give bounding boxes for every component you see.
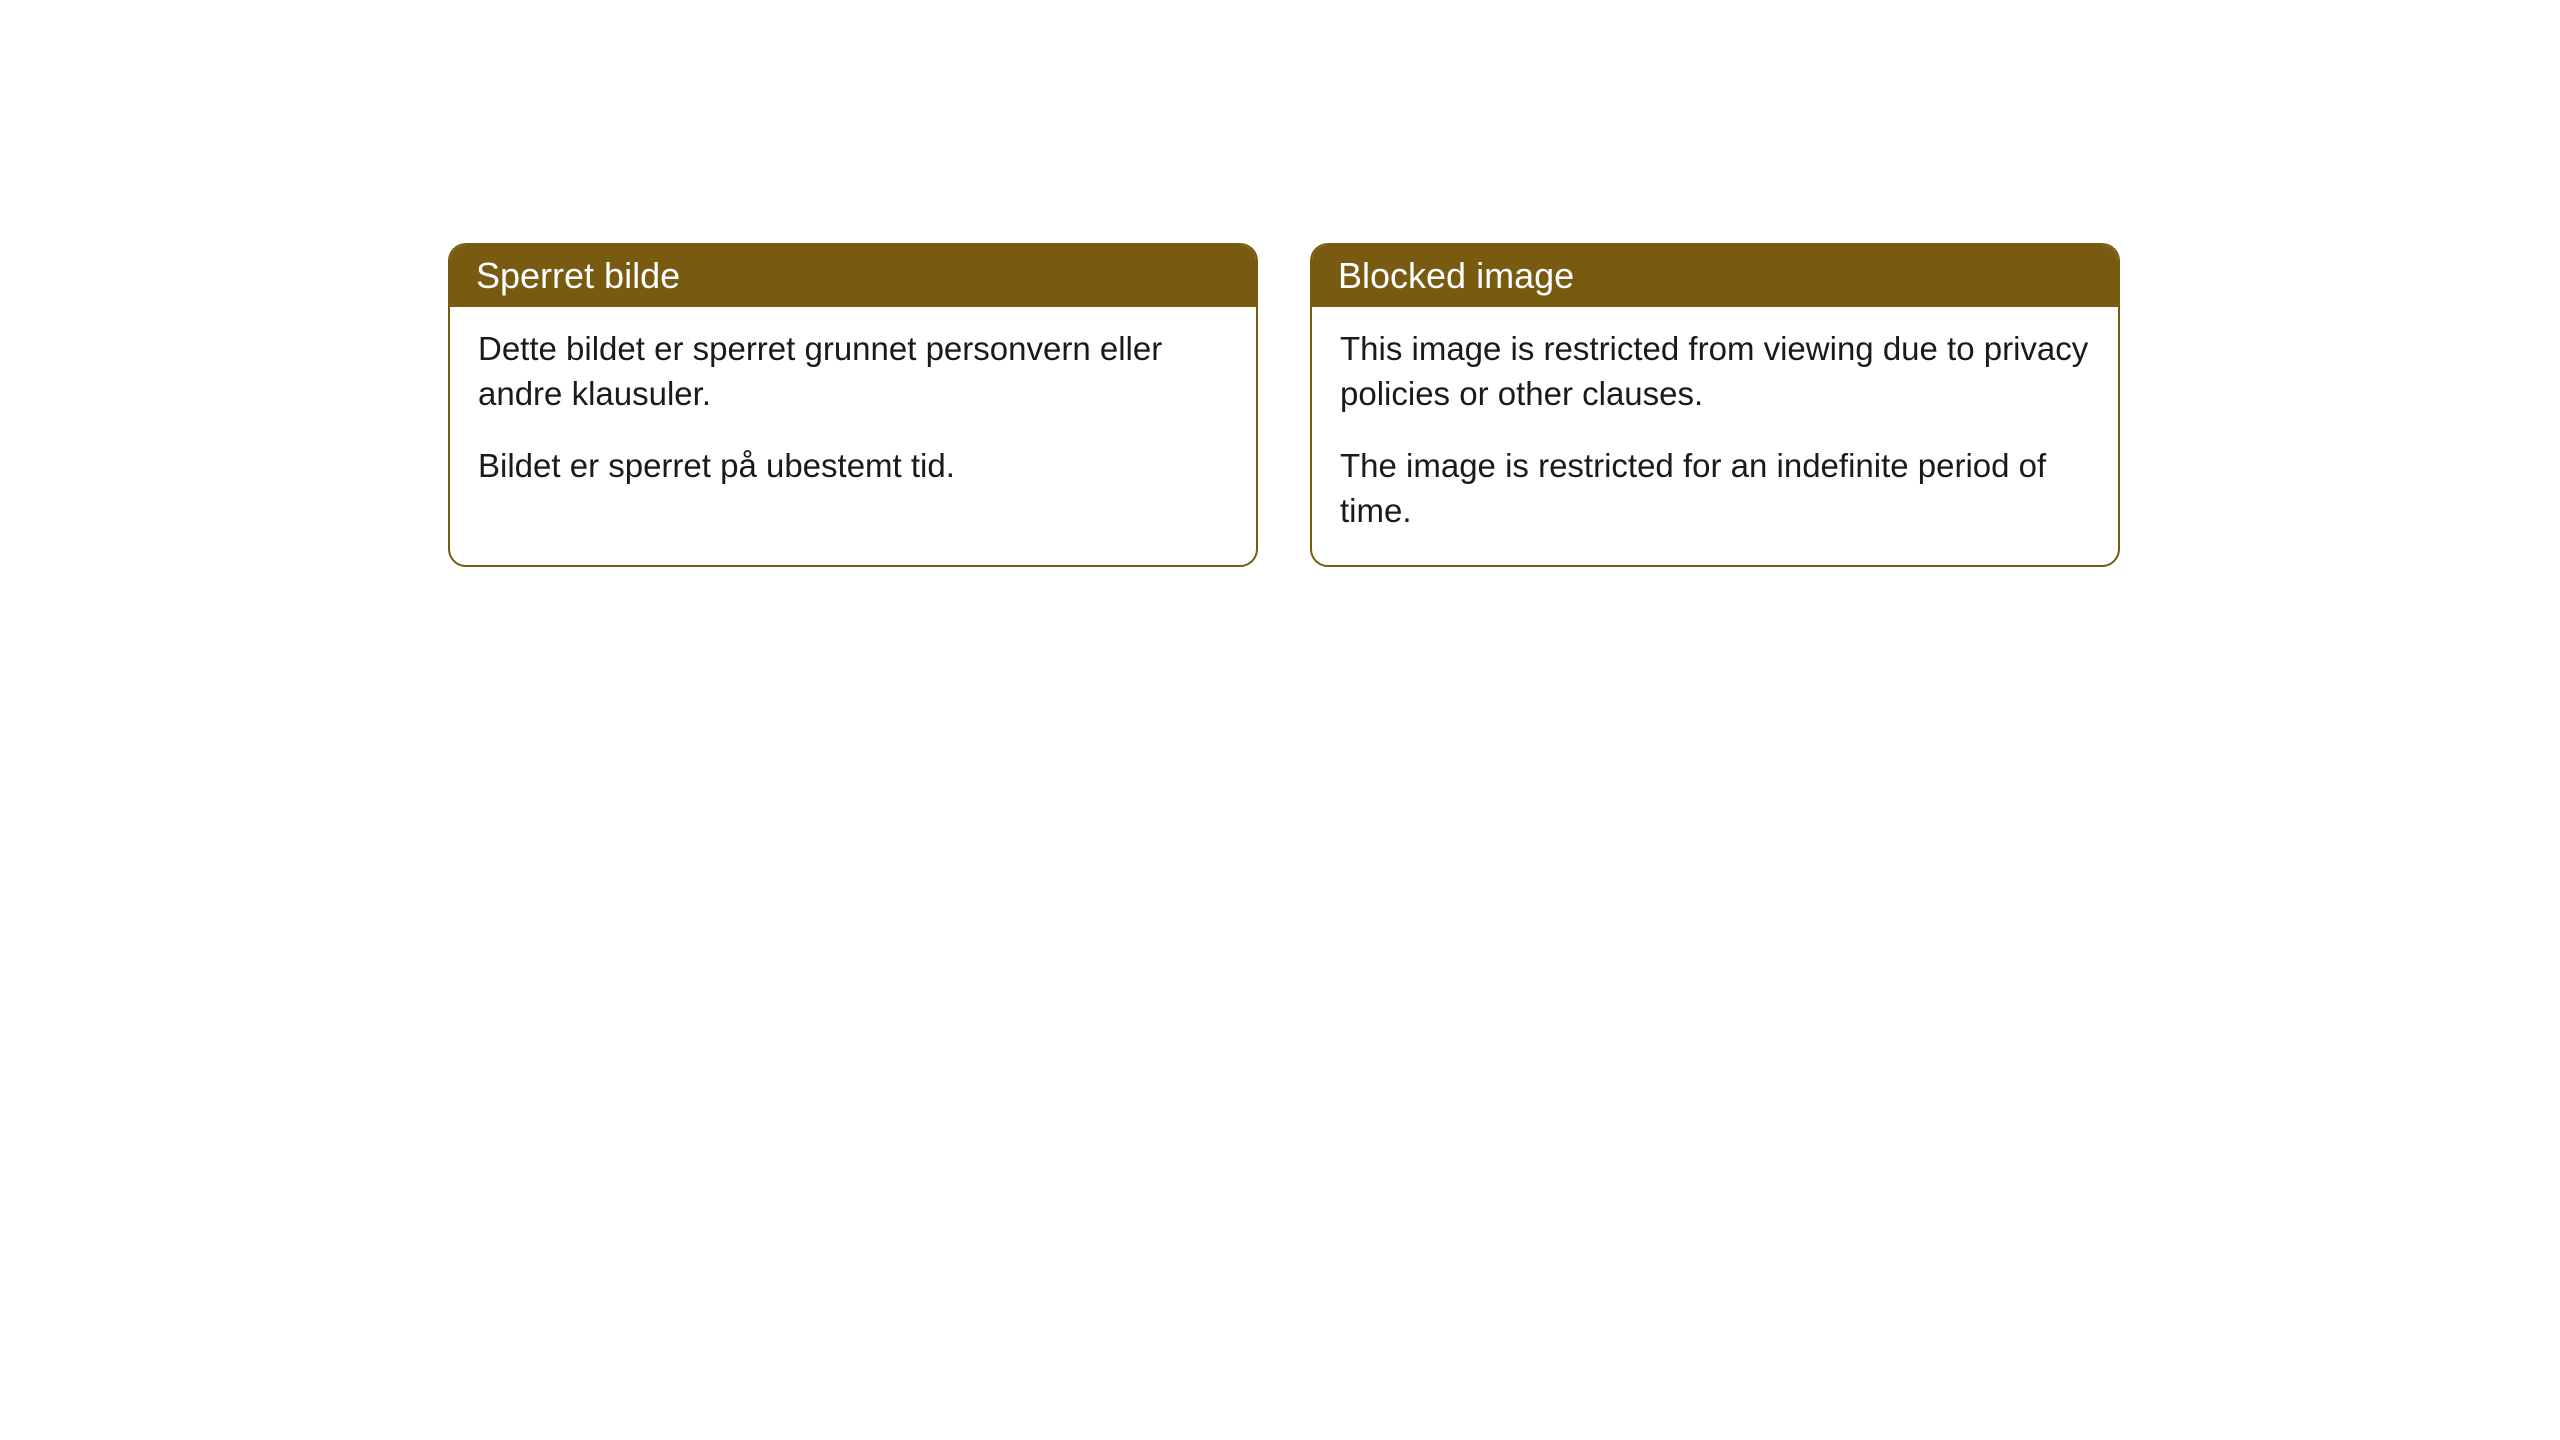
card-body: This image is restricted from viewing du… [1312,307,2118,565]
card-paragraph: Dette bildet er sperret grunnet personve… [478,327,1228,416]
card-paragraph: The image is restricted for an indefinit… [1340,444,2090,533]
notice-card-english: Blocked image This image is restricted f… [1310,243,2120,567]
notice-card-norwegian: Sperret bilde Dette bildet er sperret gr… [448,243,1258,567]
card-title: Sperret bilde [476,255,680,296]
card-header: Sperret bilde [450,245,1256,307]
card-paragraph: Bildet er sperret på ubestemt tid. [478,444,1228,489]
notice-cards-container: Sperret bilde Dette bildet er sperret gr… [448,243,2120,567]
card-title: Blocked image [1338,255,1574,296]
card-body: Dette bildet er sperret grunnet personve… [450,307,1256,521]
card-header: Blocked image [1312,245,2118,307]
card-paragraph: This image is restricted from viewing du… [1340,327,2090,416]
